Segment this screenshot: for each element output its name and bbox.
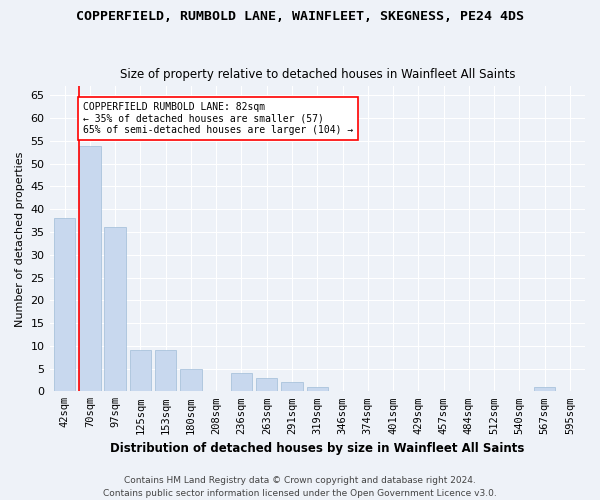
Y-axis label: Number of detached properties: Number of detached properties	[15, 151, 25, 326]
X-axis label: Distribution of detached houses by size in Wainfleet All Saints: Distribution of detached houses by size …	[110, 442, 524, 455]
Bar	[231, 373, 252, 392]
Bar	[307, 387, 328, 392]
Bar	[256, 378, 277, 392]
Bar	[130, 350, 151, 392]
Bar	[281, 382, 303, 392]
Bar	[79, 146, 101, 392]
Bar	[534, 387, 556, 392]
Title: Size of property relative to detached houses in Wainfleet All Saints: Size of property relative to detached ho…	[119, 68, 515, 81]
Bar	[180, 368, 202, 392]
Bar	[54, 218, 76, 392]
Bar	[155, 350, 176, 392]
Bar	[104, 228, 126, 392]
Text: COPPERFIELD RUMBOLD LANE: 82sqm
← 35% of detached houses are smaller (57)
65% of: COPPERFIELD RUMBOLD LANE: 82sqm ← 35% of…	[83, 102, 353, 136]
Text: Contains HM Land Registry data © Crown copyright and database right 2024.
Contai: Contains HM Land Registry data © Crown c…	[103, 476, 497, 498]
Text: COPPERFIELD, RUMBOLD LANE, WAINFLEET, SKEGNESS, PE24 4DS: COPPERFIELD, RUMBOLD LANE, WAINFLEET, SK…	[76, 10, 524, 23]
